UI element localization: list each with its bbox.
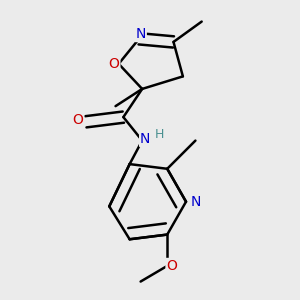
Text: O: O: [73, 113, 83, 127]
Text: O: O: [109, 57, 119, 71]
Text: N: N: [190, 195, 201, 209]
Text: N: N: [135, 27, 146, 41]
Text: O: O: [167, 259, 177, 273]
Text: N: N: [140, 132, 151, 146]
Text: H: H: [155, 128, 164, 141]
